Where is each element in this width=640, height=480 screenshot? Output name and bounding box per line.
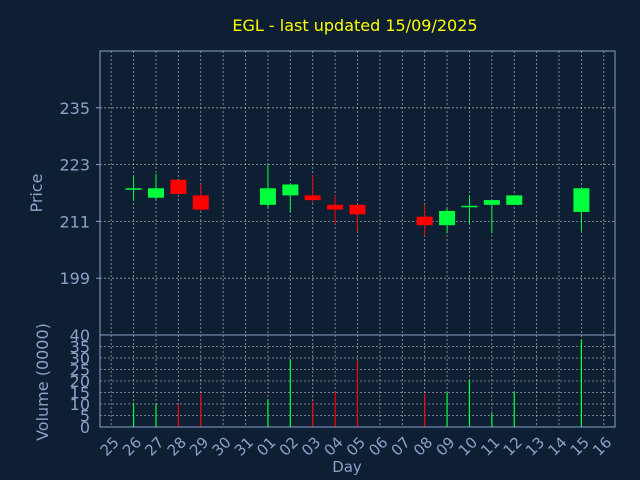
volume-bars	[132, 339, 583, 427]
candle-body	[170, 179, 187, 194]
price-tick-label: 211	[59, 212, 90, 231]
volume-panel-frame	[99, 334, 616, 428]
candle-body	[461, 205, 478, 208]
candle-body	[439, 210, 456, 226]
volume-bar	[200, 393, 202, 427]
volume-tick-label: 10	[70, 395, 90, 414]
candle-body	[147, 188, 164, 198]
volume-tick-label: 20	[70, 372, 90, 391]
candle-body	[304, 195, 321, 201]
candle-body	[192, 195, 209, 210]
candle-body	[125, 188, 142, 190]
price-panel: 199 211 223 235 Price	[27, 50, 616, 336]
volume-tick-label: 0	[80, 418, 90, 437]
volume-bar	[132, 402, 135, 427]
volume-tick-label: 25	[70, 361, 90, 380]
candle-body	[349, 204, 366, 215]
candle-body	[483, 200, 500, 205]
volume-bar	[177, 404, 179, 427]
day-axis-label: Day	[332, 458, 362, 476]
day-tick-labels: 2526272829303101020304050607080910111213…	[97, 433, 616, 459]
candle-body	[282, 184, 299, 196]
volume-bar	[334, 392, 336, 427]
candle-body	[327, 204, 344, 210]
volume-tick-label: 35	[70, 338, 90, 357]
candle-body	[506, 195, 523, 205]
volume-bar	[424, 393, 426, 427]
volume-tick-label: 40	[70, 326, 90, 345]
candle-body	[416, 216, 433, 226]
candle-body	[259, 188, 276, 205]
price-tick-label: 199	[59, 269, 90, 288]
price-candles	[125, 164, 590, 236]
volume-bar	[513, 391, 515, 427]
volume-tick-label: 15	[70, 384, 90, 403]
price-tick-label: 235	[59, 99, 90, 118]
volume-axis-label: Volume (0000)	[33, 323, 52, 441]
volume-bar	[491, 413, 493, 427]
chart-title: EGL - last updated 15/09/2025	[232, 16, 477, 35]
volume-bar	[468, 379, 471, 427]
volume-bar	[312, 401, 314, 427]
volume-bar	[356, 361, 359, 427]
volume-bar	[446, 392, 448, 427]
volume-tick-label: 30	[70, 349, 90, 368]
volume-bar	[267, 399, 269, 427]
volume-bar	[580, 339, 583, 427]
volume-tick-label: 5	[80, 407, 90, 426]
price-tick-label: 223	[59, 156, 90, 175]
volume-bar	[289, 359, 291, 427]
price-y-tick-labels: 199 211 223 235	[59, 99, 100, 288]
volume-bar	[155, 404, 157, 427]
price-grid	[100, 51, 615, 335]
price-axis-label: Price	[27, 173, 46, 212]
candle-body	[573, 188, 590, 212]
